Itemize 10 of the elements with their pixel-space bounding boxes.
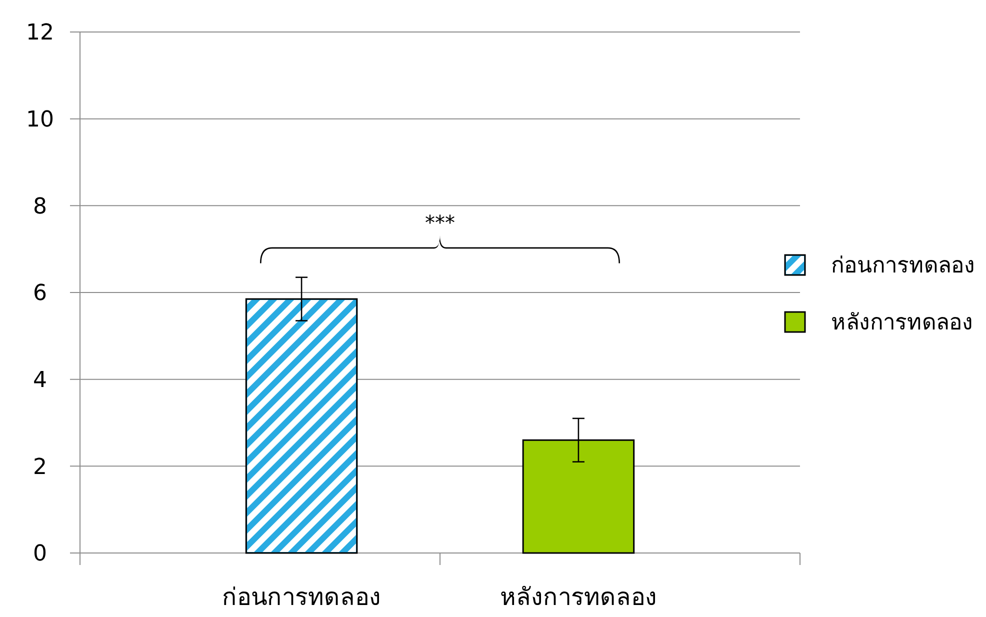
y-tick-label: 0 — [33, 542, 47, 567]
legend-label: หลังการทดลอง — [831, 310, 973, 336]
y-tick-label: 8 — [33, 194, 47, 220]
annotation: *** — [425, 210, 455, 234]
y-tick-label: 4 — [33, 368, 47, 394]
y-tick-label: 10 — [26, 108, 54, 133]
legend-label: ก่อนการทดลอง — [831, 254, 975, 279]
y-tick-label: 6 — [33, 281, 47, 306]
y-tick-label: 2 — [33, 454, 47, 480]
y-tick-label: 12 — [26, 20, 54, 46]
